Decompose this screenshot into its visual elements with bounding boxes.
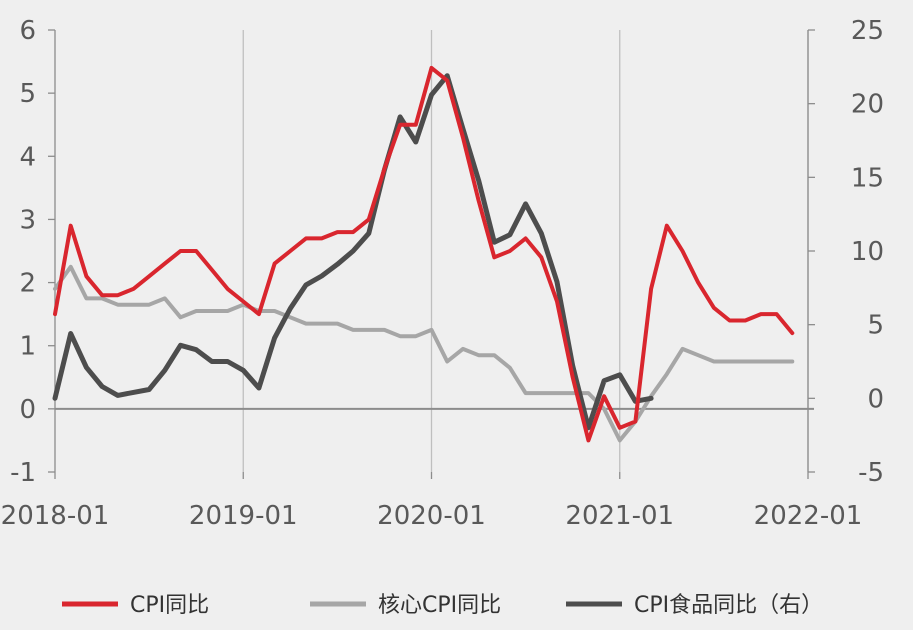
x-tick-label: 2020-01: [377, 501, 486, 531]
y-left-tick-label: 2: [19, 269, 36, 299]
y-right-tick-label: -5: [858, 458, 884, 488]
vertical-gridlines: [242, 30, 809, 472]
series-line-0: [53, 65, 795, 443]
y-left-tick-label: 4: [19, 142, 36, 172]
y-left-tick-label: 5: [19, 79, 36, 109]
legend-item-1: 核心CPI同比: [310, 593, 501, 618]
legend-label: CPI同比: [130, 593, 209, 618]
legend-item-0: CPI同比: [62, 593, 209, 618]
y-right-tick-label: 0: [867, 384, 884, 414]
y-left-tick-label: 1: [19, 332, 36, 362]
axis-ticks: 2018-01 2019-01 2020-01 2021-01 2022-01 -1 0 1 2…: [1, 16, 884, 531]
y-right-tick-label: 15: [851, 163, 884, 193]
legend-label: 核心CPI同比: [378, 593, 501, 618]
legend-item-2: CPI食品同比（右）: [566, 593, 823, 618]
y-left-tick-label: -1: [10, 458, 36, 488]
x-tick-label: 2019-01: [189, 501, 298, 531]
legend: CPI同比 核心CPI同比 CPI食品同比（右）: [62, 593, 823, 618]
x-tick-label: 2021-01: [565, 501, 674, 531]
x-tick-label: 2022-01: [754, 501, 863, 531]
legend-label: CPI食品同比（右）: [634, 593, 823, 618]
series-lines: [52, 65, 795, 443]
series-line-2: [52, 73, 654, 431]
y-left-tick-label: 0: [19, 395, 36, 425]
y-right-tick-label: 5: [867, 311, 884, 341]
y-right-tick-label: 10: [851, 237, 884, 267]
series-line-1: [53, 264, 795, 443]
y-left-tick-label: 3: [19, 205, 36, 235]
x-tick-label: 2018-01: [1, 501, 110, 531]
y-right-tick-label: 20: [851, 90, 884, 120]
y-right-tick-label: 25: [851, 16, 884, 46]
y-left-tick-label: 6: [19, 16, 36, 46]
